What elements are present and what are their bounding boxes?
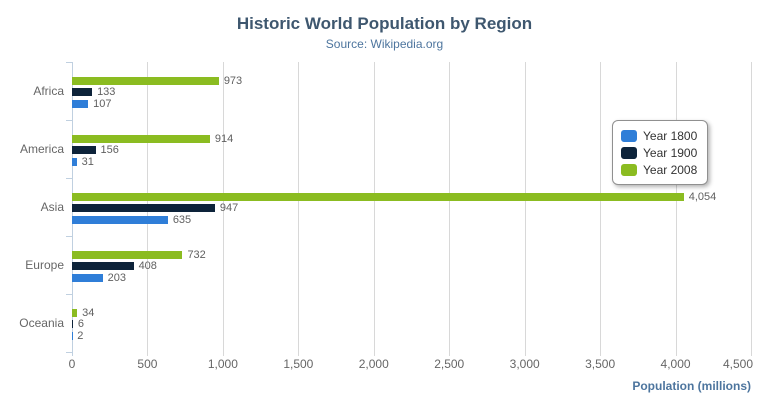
- category-axis-tick: [66, 352, 72, 353]
- axis-tick: [675, 352, 677, 356]
- bar-oceania-year-1900[interactable]: [72, 320, 73, 328]
- bar-asia-year-1900[interactable]: [72, 204, 215, 212]
- data-label: 34: [82, 306, 95, 319]
- legend-item-year-1900[interactable]: Year 1900: [621, 144, 697, 161]
- bar-america-year-1900[interactable]: [72, 146, 96, 154]
- bar-africa-year-1900[interactable]: [72, 88, 93, 96]
- category-label-america: America: [19, 142, 64, 156]
- axis-tick: [298, 352, 300, 356]
- category-label-africa: Africa: [33, 84, 64, 98]
- x-axis-title: Population (millions): [632, 379, 751, 393]
- bar-america-year-2008[interactable]: [72, 134, 210, 143]
- legend-item-year-1800[interactable]: Year 1800: [621, 127, 697, 144]
- gridline: [298, 62, 300, 352]
- data-label: 133: [97, 86, 116, 98]
- data-label: 6: [77, 318, 85, 330]
- data-label: 635: [172, 213, 192, 226]
- data-label: 4,054: [688, 190, 717, 203]
- axis-tick: [600, 352, 602, 356]
- gridline: [600, 62, 602, 352]
- legend: Year 1800 Year 1900 Year 2008: [612, 120, 709, 185]
- bar-europe-year-2008[interactable]: [72, 250, 183, 259]
- category-axis-tick: [66, 62, 72, 63]
- category-row: 973 133 107: [72, 62, 751, 120]
- x-tick-label: 3,500: [585, 357, 616, 371]
- legend-label: Year 1900: [643, 145, 698, 160]
- category-label-asia: Asia: [40, 200, 64, 214]
- x-tick-label: 1,500: [283, 357, 314, 371]
- x-tick-label: 2,500: [434, 357, 465, 371]
- category-label-europe: Europe: [25, 258, 64, 272]
- category-axis-tick: [66, 294, 72, 295]
- data-label: 973: [223, 74, 243, 87]
- data-label: 408: [138, 260, 157, 272]
- x-tick-label: 3,000: [509, 357, 540, 371]
- axis-tick: [222, 352, 224, 356]
- axis-tick: [751, 352, 752, 356]
- data-label: 2: [77, 329, 84, 342]
- bar-asia-year-2008[interactable]: [72, 192, 684, 201]
- data-label: 947: [219, 202, 239, 214]
- gridline: [751, 62, 752, 352]
- axis-tick: [449, 352, 451, 356]
- data-label: 203: [107, 271, 126, 284]
- bar-africa-year-1800[interactable]: [72, 99, 89, 108]
- data-label: 732: [187, 248, 206, 261]
- bar-america-year-1800[interactable]: [72, 157, 77, 166]
- x-tick-label: 2,000: [358, 357, 389, 371]
- data-label: 156: [100, 144, 119, 156]
- legend-swatch-icon: [621, 129, 637, 142]
- data-label: 107: [93, 97, 112, 110]
- category-row: 34 6 2: [72, 294, 751, 352]
- category-row: 4,054 947 635: [72, 178, 751, 236]
- data-label: 31: [81, 155, 94, 168]
- x-tick-label: 4,500: [722, 357, 753, 371]
- bar-europe-year-1800[interactable]: [72, 273, 103, 282]
- gridline: [524, 62, 526, 352]
- axis-tick: [373, 352, 375, 356]
- export-menu-button[interactable]: [726, 19, 752, 41]
- gridline: [449, 62, 451, 352]
- axis-tick: [147, 352, 149, 356]
- plot-area: 973 133 107 914 156 31 4,054 947 635 732 408 203 34 6…: [66, 62, 752, 356]
- x-tick-label: 500: [137, 357, 158, 371]
- category-axis-tick: [66, 178, 72, 179]
- axis-tick: [524, 352, 526, 356]
- category-row: 732 408 203: [72, 236, 751, 294]
- category-row: 914 156 31: [72, 120, 751, 178]
- x-tick-label: 0: [68, 357, 76, 371]
- data-label: 914: [214, 132, 234, 145]
- category-axis-tick: [66, 236, 72, 237]
- bar-asia-year-1800[interactable]: [72, 215, 168, 224]
- bar-europe-year-1900[interactable]: [72, 262, 134, 270]
- legend-item-year-2008[interactable]: Year 2008: [621, 161, 697, 178]
- axis-tick: [72, 352, 73, 356]
- legend-label: Year 1800: [643, 128, 698, 143]
- legend-swatch-icon: [621, 146, 637, 159]
- legend-swatch-icon: [621, 163, 637, 176]
- gridline: [222, 62, 224, 352]
- x-tick-label: 1,000: [207, 357, 238, 371]
- x-tick-label: 4,000: [660, 357, 691, 371]
- chart-subtitle: Source: Wikipedia.org: [325, 37, 444, 51]
- bar-oceania-year-2008[interactable]: [72, 308, 78, 317]
- bar-africa-year-2008[interactable]: [72, 76, 219, 85]
- category-axis-tick: [66, 120, 72, 121]
- chart-title: Historic World Population by Region: [236, 14, 533, 33]
- gridline: [675, 62, 677, 352]
- gridline: [373, 62, 375, 352]
- bar-oceania-year-1800[interactable]: [72, 331, 73, 340]
- category-label-oceania: Oceania: [19, 316, 64, 330]
- legend-label: Year 2008: [643, 162, 698, 177]
